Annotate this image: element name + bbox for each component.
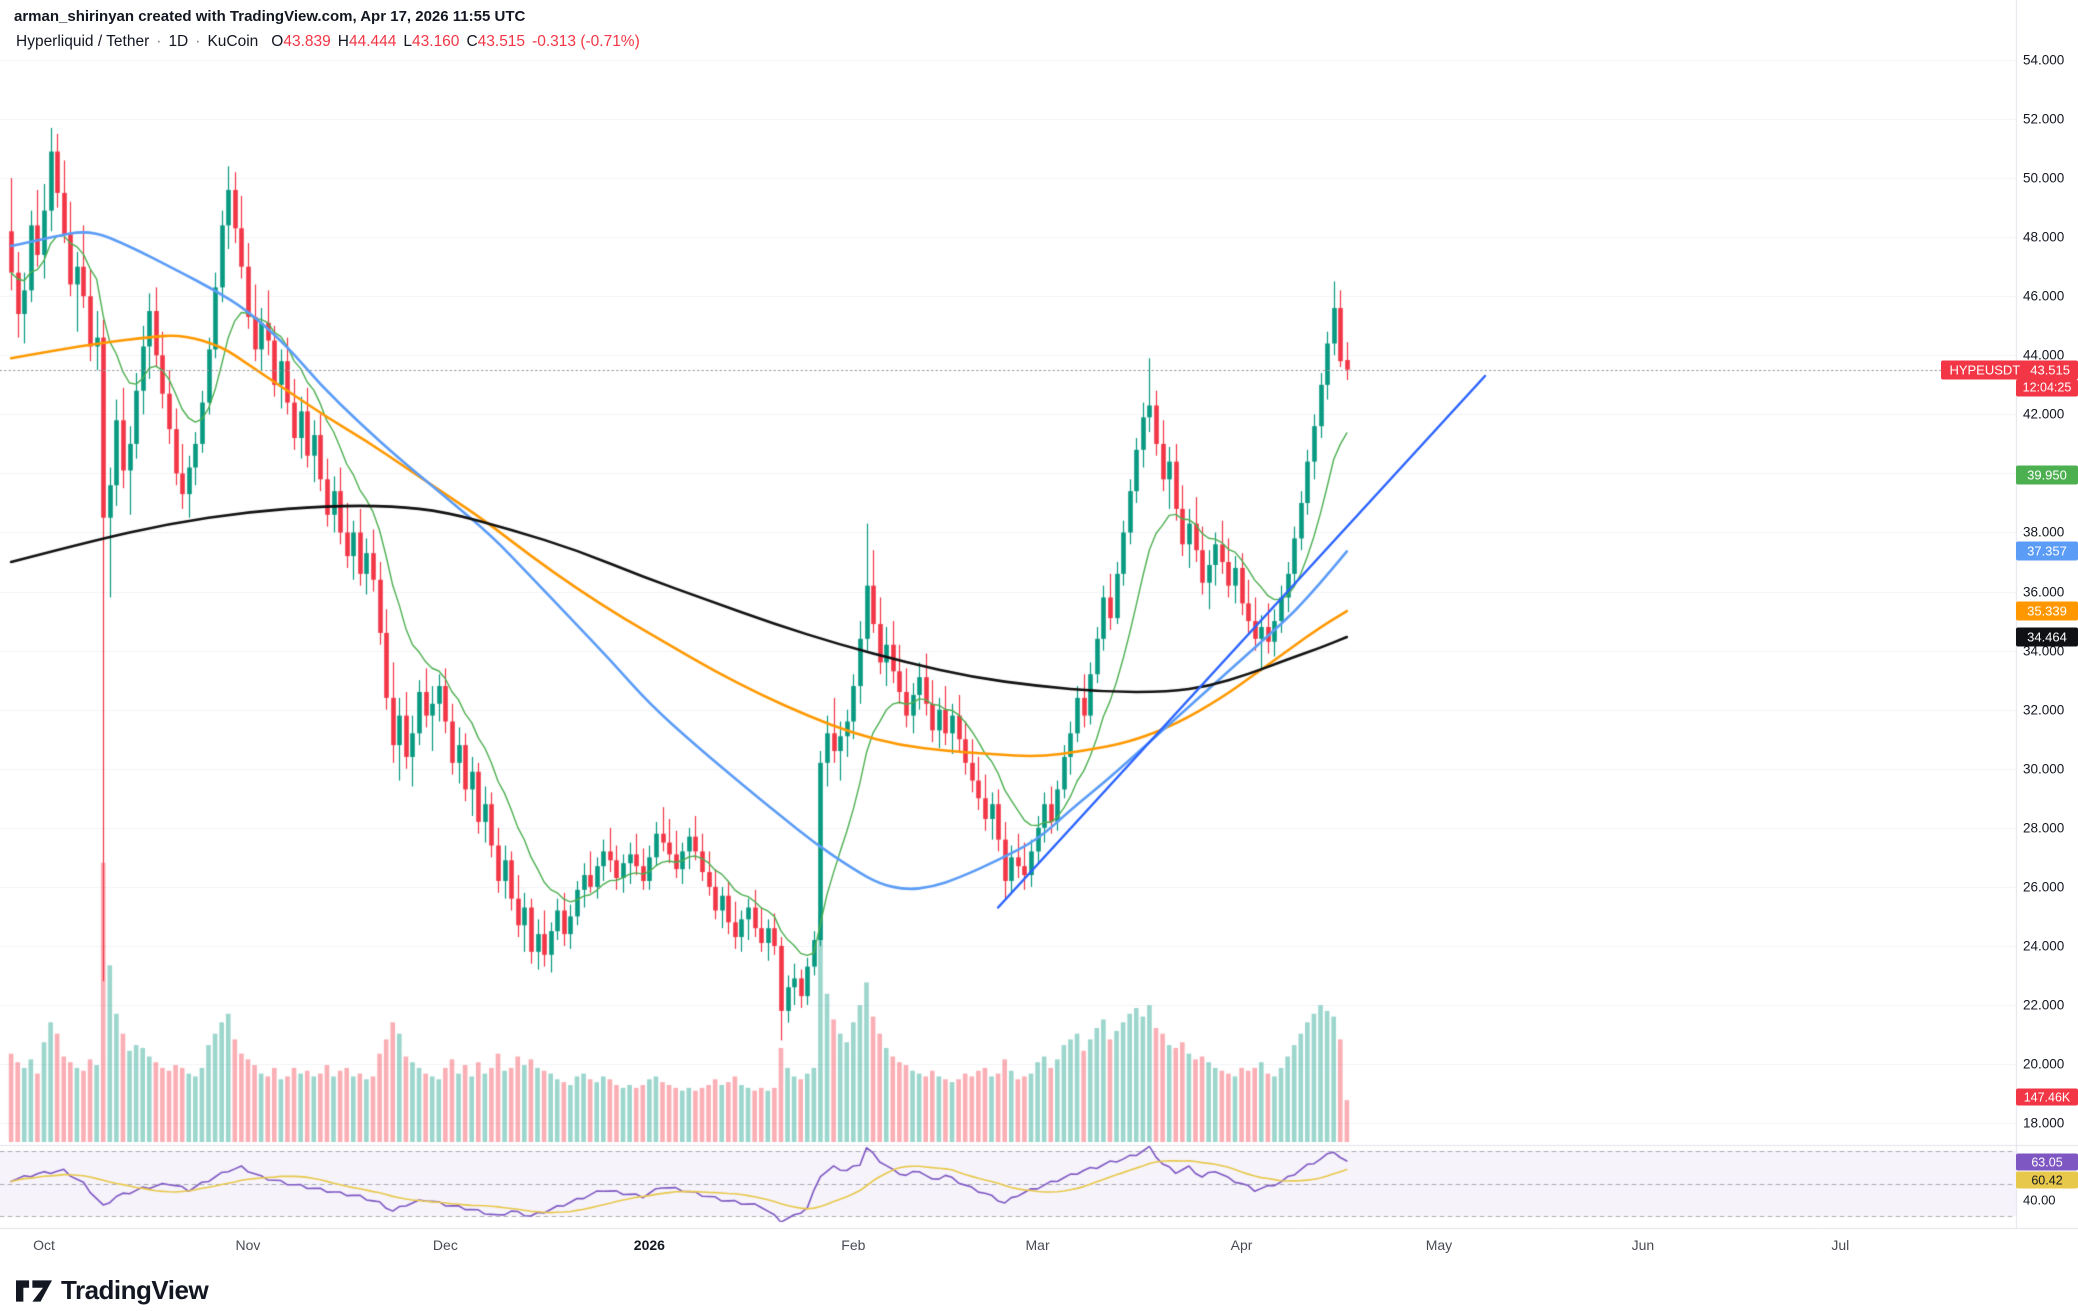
month-label: Oct (33, 1237, 55, 1253)
price-tick: 24.000 (2023, 938, 2065, 954)
price-tick: 44.000 (2023, 347, 2065, 363)
month-label: Dec (432, 1237, 458, 1253)
low-label: L (403, 33, 413, 50)
price-tick: 36.000 (2023, 584, 2065, 600)
last-price-value: 43.515 (2030, 362, 2070, 378)
ticker-label: HYPEUSDT (1949, 362, 2021, 378)
month-label: May (1425, 1237, 1453, 1253)
month-label: Jul (1831, 1237, 1850, 1253)
month-label: 2026 (633, 1237, 665, 1253)
ohlc-low: L43.160 (403, 33, 459, 51)
attribution-watermark: arman_shirinyan created with TradingView… (14, 8, 526, 25)
open-label: O (271, 33, 284, 50)
rsi-scale-tick: 40.00 (2023, 1192, 2056, 1208)
symbol-info-bar: Hyperliquid / Tether · 1D · KuCoin O43.8… (16, 33, 640, 51)
price-tick: 46.000 (2023, 288, 2065, 304)
price-tick: 50.000 (2023, 170, 2065, 186)
volume-value-badge: 147.46K (2016, 1088, 2078, 1106)
price-tick: 34.000 (2023, 643, 2065, 659)
month-label: Apr (1230, 1237, 1253, 1253)
price-tick: 54.000 (2023, 52, 2065, 68)
ma-green-value-badge: 39.950 (2016, 465, 2078, 485)
change-value: -0.313 (-0.71%) (532, 33, 640, 50)
ma-blue-value-badge: 37.357 (2016, 541, 2078, 561)
interval-label[interactable]: 1D (168, 33, 189, 50)
price-tick: 26.000 (2023, 879, 2065, 895)
rsi-value-badge: 63.05 (2016, 1153, 2078, 1171)
open-value: 43.839 (283, 33, 331, 50)
price-tick: 52.000 (2023, 111, 2065, 127)
price-tick: 18.000 (2023, 1115, 2065, 1131)
tradingview-logo-icon (16, 1279, 52, 1302)
month-label: Mar (1025, 1237, 1050, 1253)
month-label: Nov (235, 1237, 261, 1253)
price-tick: 42.000 (2023, 406, 2065, 422)
close-label: C (466, 33, 478, 50)
price-tick: 48.000 (2023, 229, 2065, 245)
high-value: 44.444 (348, 33, 397, 50)
ohlc-close: C43.515 (466, 33, 525, 51)
separator-dot: · (195, 33, 201, 50)
price-tick: 28.000 (2023, 820, 2065, 836)
high-label: H (337, 33, 349, 50)
tradingview-logo[interactable]: TradingView (16, 1275, 209, 1306)
month-label: Jun (1631, 1237, 1655, 1253)
price-tick: 22.000 (2023, 997, 2065, 1013)
ohlc-high: H44.444 (338, 33, 397, 51)
separator-dot: · (156, 33, 162, 50)
price-tick: 32.000 (2023, 702, 2065, 718)
ohlc-open: O43.839 (271, 33, 330, 51)
bar-countdown-badge: 12:04:25 (2016, 379, 2078, 397)
price-tick: 30.000 (2023, 761, 2065, 777)
last-price-badge: HYPEUSDT 43.515 (1941, 360, 2078, 380)
ma-black-value-badge: 34.464 (2016, 627, 2078, 647)
month-label: Feb (841, 1237, 866, 1253)
exchange-label: KuCoin (207, 33, 259, 50)
time-scale[interactable]: Oct Nov Dec 2026 Feb Mar Apr May Jun Jul (0, 1230, 2078, 1264)
rsi-signal-value-badge: 60.42 (2016, 1171, 2078, 1189)
ma-orange-value-badge: 35.339 (2016, 601, 2078, 621)
price-tick: 20.000 (2023, 1056, 2065, 1072)
low-value: 43.160 (412, 33, 460, 50)
symbol-title[interactable]: Hyperliquid / Tether (16, 33, 150, 50)
tradingview-logo-text: TradingView (61, 1275, 209, 1305)
close-value: 43.515 (477, 33, 526, 50)
price-tick: 38.000 (2023, 524, 2065, 540)
